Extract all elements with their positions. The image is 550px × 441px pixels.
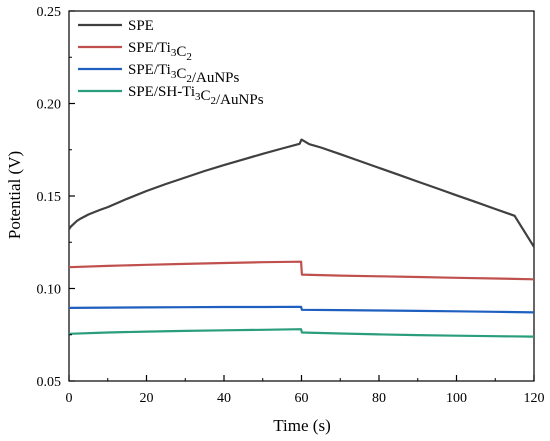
y-tick-label: 0.05 [37,375,62,390]
x-tick-label: 60 [295,391,309,406]
x-axis-label: Time (s) [273,416,330,435]
legend-label: SPE/Ti3C2/AuNPs [128,62,240,86]
series-layer [68,138,535,338]
legend-label: SPE/Ti3C2 [128,40,192,63]
x-tick-label: 0 [66,391,73,406]
x-tick-label: 40 [217,391,231,406]
x-tick-label: 120 [524,391,545,406]
x-tick-label: 80 [372,391,386,406]
y-tick-label: 0.25 [37,5,62,20]
series-line-1 [68,138,535,248]
y-tick-label: 0.20 [37,98,62,113]
ticks-layer: 0 20 40 60 80 100 120 0.05 0.10 0.15 0.20 0.25 [37,5,545,406]
x-tick-label: 20 [140,391,154,406]
series-line-3 [68,305,535,314]
x-tick-label: 100 [446,391,467,406]
legend-label: SPE [128,18,154,34]
y-tick-label: 0.15 [37,190,62,205]
series-line-2 [68,260,535,281]
legend-label: SPE/SH-Ti3C2/AuNPs [128,84,264,108]
legend: SPE SPE/Ti3C2SPE/Ti3C2/AuNPsSPE/SH-Ti3C2/… [78,18,264,108]
y-axis-label: Potential (V) [5,151,24,239]
series-line-4 [68,328,535,338]
y-tick-label: 0.10 [37,283,62,298]
